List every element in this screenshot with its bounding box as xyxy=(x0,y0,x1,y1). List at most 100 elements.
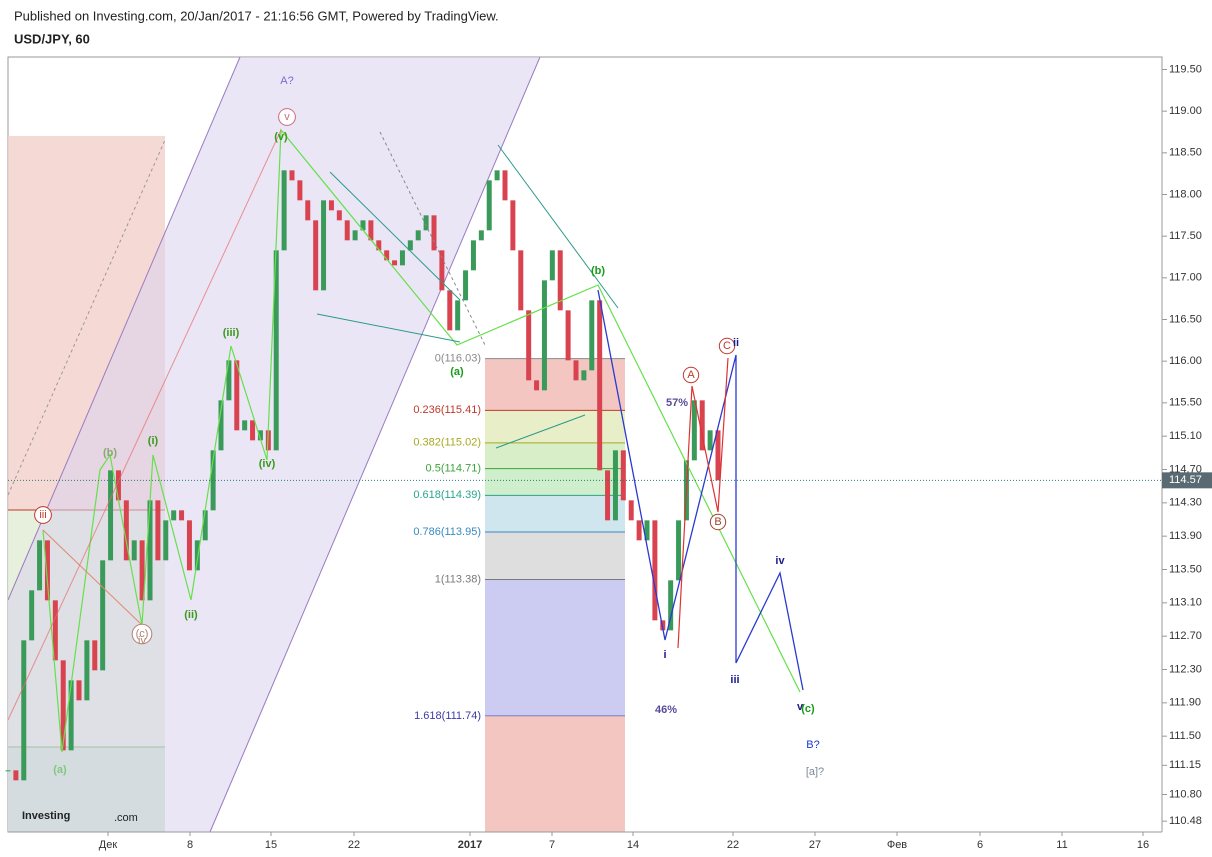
candle xyxy=(52,600,58,661)
fib-label: 1.618(111.74) xyxy=(414,710,481,722)
x-tick-label: 2017 xyxy=(458,839,482,851)
wave-label: (v) xyxy=(274,131,288,143)
wave-line xyxy=(7,129,282,721)
wave-label: 57% xyxy=(666,397,688,409)
candle xyxy=(676,520,682,581)
wave-label: (c) xyxy=(801,703,815,715)
x-tick-label: 11 xyxy=(1056,839,1067,851)
y-tick-label: 118.00 xyxy=(1169,188,1202,200)
x-tick-label: 8 xyxy=(187,839,193,851)
candle xyxy=(13,770,19,781)
wave-circle xyxy=(718,337,736,355)
candle xyxy=(336,210,342,221)
y-tick-label: 115.50 xyxy=(1169,397,1202,409)
x-tick-label: 27 xyxy=(809,839,821,851)
y-tick-label: 112.70 xyxy=(1169,630,1202,642)
candle xyxy=(297,180,303,201)
candle xyxy=(100,560,106,671)
candle xyxy=(384,250,390,261)
fib-label: 0(116.03) xyxy=(435,353,481,365)
symbol: USD/JPY, 60 xyxy=(14,31,90,46)
candle xyxy=(589,300,595,371)
candle xyxy=(76,680,82,701)
wave-label: ii xyxy=(733,337,739,349)
wave-label: (ii) xyxy=(184,609,198,621)
fib-zone xyxy=(485,358,625,411)
y-tick-label: 111.90 xyxy=(1169,697,1201,709)
wave-label: (b) xyxy=(103,447,117,459)
x-tick-label: 22 xyxy=(348,839,360,851)
candle xyxy=(691,400,697,461)
candle xyxy=(478,230,484,241)
candle xyxy=(131,540,137,561)
candle xyxy=(455,300,461,331)
candle xyxy=(5,770,11,772)
candle xyxy=(407,240,413,251)
wave-label: C xyxy=(723,340,731,352)
candle xyxy=(92,640,98,671)
wave-circle xyxy=(34,506,52,524)
candle xyxy=(202,510,208,541)
fib-zone xyxy=(485,579,625,717)
candle xyxy=(573,360,579,381)
wave-label: (c) xyxy=(136,628,149,640)
candle xyxy=(439,250,445,291)
candle xyxy=(60,660,66,751)
trend-line xyxy=(497,144,619,309)
y-tick-label: 113.50 xyxy=(1169,563,1202,575)
wave-label: [a]? xyxy=(806,766,824,778)
candle xyxy=(234,360,240,431)
candle xyxy=(123,500,129,561)
candle xyxy=(210,450,216,511)
candle xyxy=(352,230,358,241)
y-tick-label: 116.50 xyxy=(1169,313,1202,325)
candle xyxy=(494,170,500,181)
candle xyxy=(179,510,185,521)
candle xyxy=(44,540,50,601)
y-axis xyxy=(1162,57,1212,857)
candle xyxy=(431,215,437,251)
last-price-label: 114.57 xyxy=(1169,474,1202,486)
channel-line xyxy=(209,56,541,833)
last-price-box xyxy=(1162,472,1212,489)
y-tick-label: 119.00 xyxy=(1169,105,1202,117)
candle xyxy=(605,470,611,521)
x-tick-label: Дек xyxy=(99,839,118,851)
candle xyxy=(399,250,405,266)
wave-label: i xyxy=(663,649,666,661)
y-tick-label: 114.30 xyxy=(1169,497,1202,509)
candle xyxy=(226,360,232,401)
x-tick-label: 6 xyxy=(977,839,983,851)
candle xyxy=(273,250,279,451)
candle xyxy=(707,430,713,451)
candle xyxy=(147,500,153,601)
y-tick-label: 115.10 xyxy=(1169,430,1202,442)
wave-label: A? xyxy=(280,75,293,87)
candle xyxy=(313,220,319,291)
fib-zone xyxy=(485,495,625,532)
candle xyxy=(21,640,27,781)
wave-circle xyxy=(709,513,727,531)
candle xyxy=(557,250,563,311)
trend-line xyxy=(329,171,461,301)
candle xyxy=(186,520,192,571)
candle xyxy=(699,400,705,451)
candle xyxy=(581,370,587,381)
x-tick-label: 14 xyxy=(627,839,639,851)
fib-zone xyxy=(485,532,625,580)
wave-label: (a) xyxy=(53,764,67,776)
candle xyxy=(549,250,555,281)
dashed-line xyxy=(7,139,166,496)
wave-line xyxy=(677,357,729,649)
fib-label: 0.5(114.71) xyxy=(426,463,481,475)
candle xyxy=(155,500,161,561)
candle xyxy=(139,540,145,601)
candle xyxy=(344,220,350,241)
wave-label: B? xyxy=(806,739,819,751)
candle xyxy=(392,260,398,266)
wave-label: 46% xyxy=(655,704,677,716)
candle xyxy=(163,520,169,561)
candle xyxy=(486,180,492,231)
candle xyxy=(218,400,224,451)
